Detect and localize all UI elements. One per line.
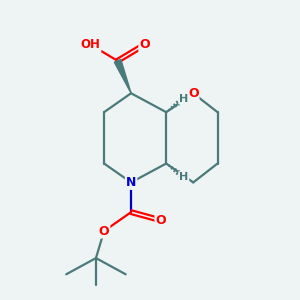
Text: H: H	[179, 172, 188, 182]
Text: O: O	[139, 38, 150, 51]
Text: O: O	[188, 87, 199, 100]
Text: H: H	[179, 94, 188, 104]
Text: OH: OH	[81, 38, 100, 51]
Polygon shape	[114, 59, 131, 93]
Text: O: O	[155, 214, 166, 227]
Text: O: O	[99, 225, 110, 238]
Text: N: N	[126, 176, 136, 189]
